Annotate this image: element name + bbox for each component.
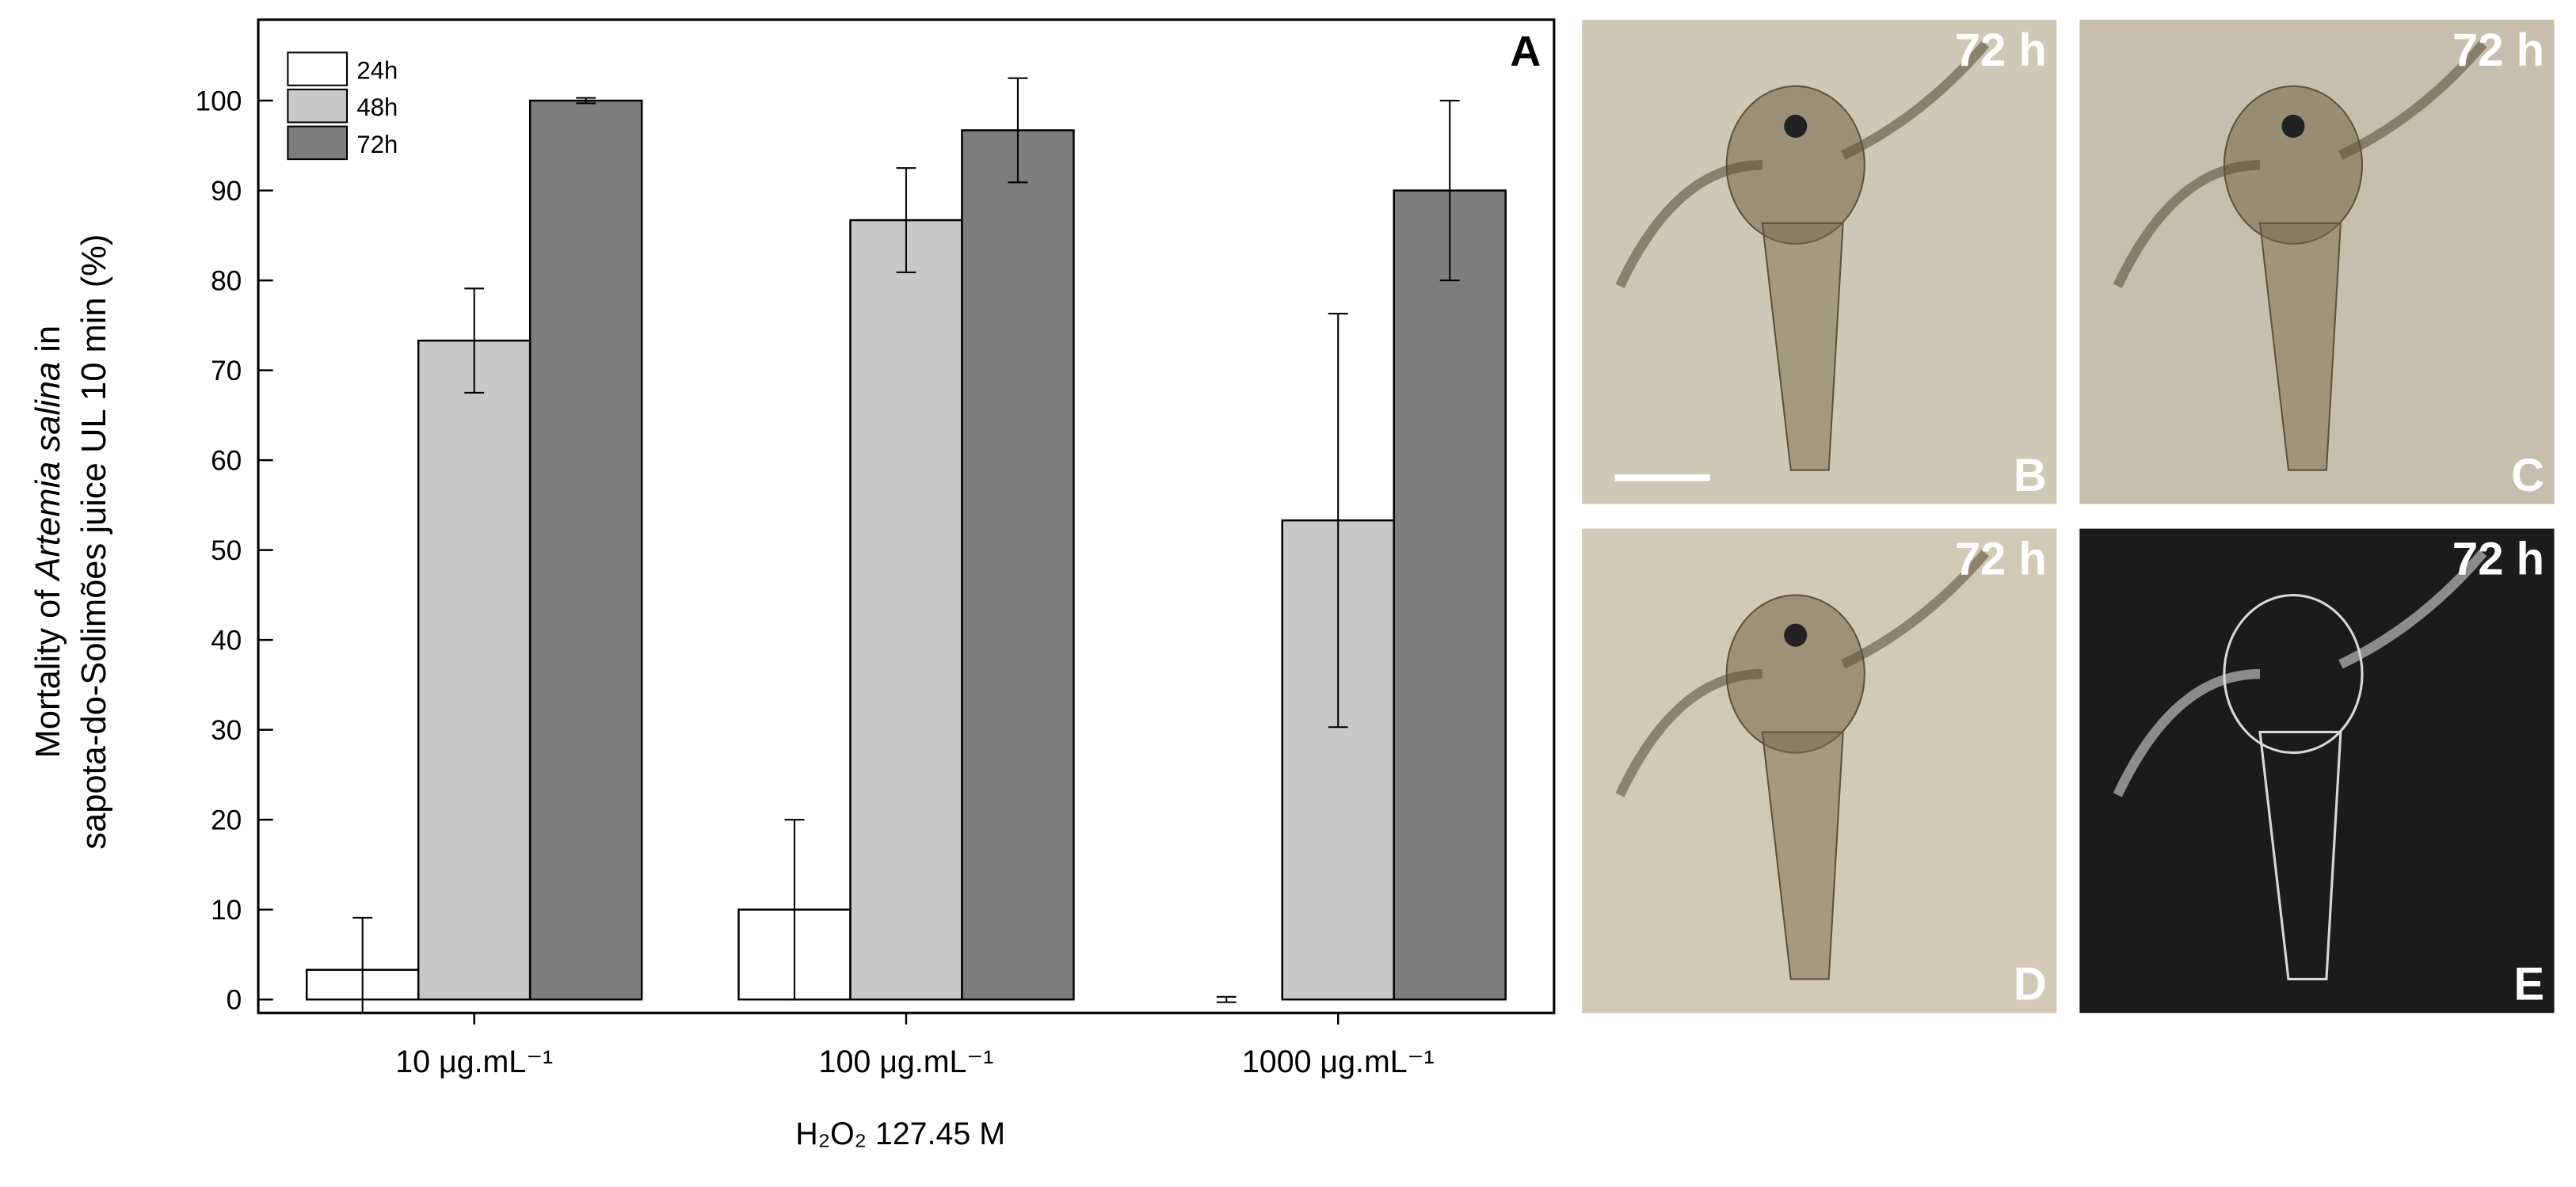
- photo-time: 72 h: [2452, 534, 2544, 585]
- y-label-part: in: [29, 325, 67, 362]
- y-label-part: sapota-do-Solimões juice UL 10 min (%): [75, 234, 113, 850]
- legend-swatch: [287, 125, 349, 161]
- y-tick-label: 10: [211, 895, 242, 926]
- legend-swatch: [287, 51, 349, 86]
- organism-antenna: [1615, 668, 1762, 797]
- x-tick-label: 10 μg.mL⁻¹: [395, 1044, 553, 1079]
- error-bar: [352, 916, 373, 1014]
- organism-antenna: [2113, 668, 2261, 797]
- x-axis-label: H₂O₂ 127.45 M: [795, 1117, 1005, 1151]
- bar: [528, 99, 643, 1001]
- y-label-part: Mortality of: [29, 580, 67, 759]
- y-tick-label: 100: [196, 86, 242, 116]
- y-tick-label: 50: [211, 535, 242, 566]
- bar: [1393, 189, 1507, 1001]
- organism-antenna: [1615, 160, 1762, 288]
- error-bar: [1216, 995, 1237, 1003]
- photo-label: B: [2014, 450, 2047, 501]
- error-bar: [896, 167, 916, 273]
- organism-antenna: [1840, 40, 1990, 160]
- y-tick-label: 90: [211, 176, 242, 207]
- y-tick-label: 70: [211, 356, 242, 386]
- micrograph-panel: 72 h C: [2079, 19, 2555, 504]
- micrograph-panel: 72 h B: [1582, 19, 2057, 504]
- photo-label: D: [2014, 959, 2047, 1010]
- organism-body: [1761, 731, 1844, 980]
- organism-head: [2223, 594, 2364, 755]
- micrographs: 72 h B 72 h C 72 h D 72 h E: [1582, 19, 2555, 1014]
- error-bar: [784, 819, 805, 1001]
- organism-body: [2258, 222, 2342, 471]
- x-tick-label: 100 μg.mL⁻¹: [819, 1044, 994, 1079]
- bar: [849, 219, 963, 1001]
- x-tick-label: 1000 μg.mL⁻¹: [1242, 1044, 1435, 1079]
- organism-antenna: [1840, 550, 1990, 669]
- organism-antenna: [2113, 160, 2261, 288]
- micrograph-panel: 72 h E: [2079, 528, 2555, 1014]
- organism-eye: [2281, 114, 2305, 138]
- y-tick-label: 20: [211, 805, 242, 836]
- y-tick-label: 60: [211, 446, 242, 477]
- legend-swatch: [287, 88, 349, 124]
- photo-time: 72 h: [2452, 25, 2544, 76]
- photo-background: [2079, 528, 2555, 1014]
- photo-label: E: [2513, 959, 2544, 1010]
- error-bar: [1439, 100, 1460, 282]
- photo-time: 72 h: [1955, 25, 2047, 76]
- plot-area: [305, 77, 1507, 1014]
- y-label-part: Artemia salina: [29, 362, 67, 583]
- organism-eye: [1784, 114, 1808, 138]
- error-bar: [1328, 313, 1348, 729]
- error-bar: [576, 97, 596, 105]
- y-tick-label: 30: [211, 715, 242, 746]
- organism-eye: [1784, 623, 1808, 647]
- photo-time: 72 h: [1955, 534, 2047, 585]
- error-bar: [1008, 77, 1028, 184]
- y-label-line: Mortality of Artemia salina in: [29, 325, 67, 759]
- legend-label: 72h: [356, 131, 398, 158]
- error-bar: [464, 287, 485, 394]
- organism-body: [2258, 730, 2342, 980]
- organism-antenna: [2338, 40, 2487, 160]
- y-tick-label: 80: [211, 266, 242, 297]
- y-tick-label: 0: [227, 985, 242, 1016]
- y-axis-label: Mortality of Artemia salina in sapota-do-…: [29, 234, 113, 850]
- y-tick-label: 40: [211, 626, 242, 656]
- legend-label: 24h: [356, 57, 398, 85]
- bar: [961, 129, 1075, 1001]
- organism-antenna: [2338, 550, 2487, 669]
- photo-label: C: [2511, 450, 2544, 501]
- legend-label: 48h: [356, 93, 398, 121]
- bar: [417, 339, 532, 1001]
- panel-label: A: [1510, 28, 1541, 75]
- y-label-line: sapota-do-Solimões juice UL 10 min (%): [75, 234, 113, 850]
- organism-body: [1761, 222, 1844, 471]
- micrograph-panel: 72 h D: [1582, 528, 2057, 1014]
